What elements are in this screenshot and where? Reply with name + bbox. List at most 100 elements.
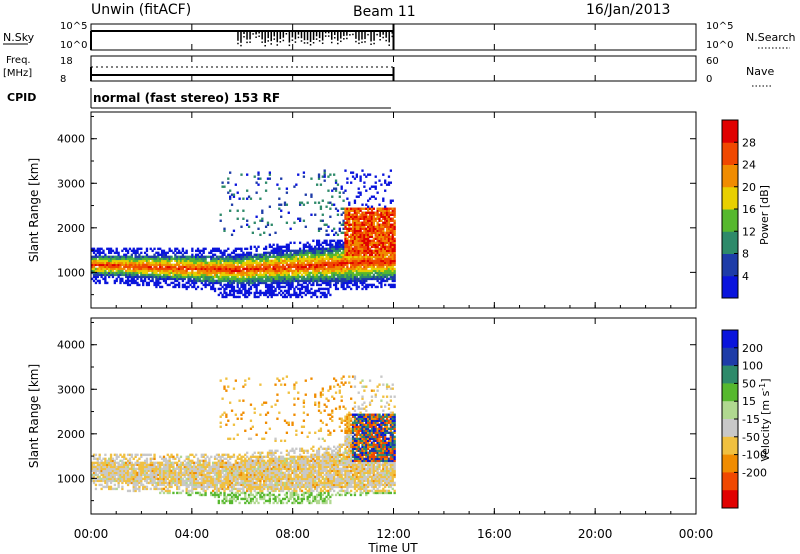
heatmap-cell: [306, 267, 309, 271]
heatmap-cell: [300, 285, 304, 289]
heatmap-cell: [221, 271, 224, 275]
heatmap-cell: [365, 265, 368, 269]
heatmap-cell: [126, 461, 130, 465]
heatmap-cell: [249, 257, 253, 261]
heatmap-cell: [333, 253, 336, 257]
heatmap-cell: [185, 487, 188, 491]
heatmap-cell: [181, 279, 185, 283]
heatmap-cell: [315, 253, 319, 257]
heatmap-cell: [310, 271, 313, 275]
heatmap-cell: [232, 473, 236, 477]
heatmap-cell: [370, 185, 374, 188]
heatmap-cell: [96, 259, 99, 263]
heatmap-cell: [338, 277, 341, 281]
heatmap-cell: [149, 481, 152, 485]
heatmap-cell: [389, 169, 393, 172]
heatmap-cell: [143, 279, 147, 283]
heatmap-cell: [355, 211, 358, 214]
heatmap-cell: [126, 265, 130, 269]
heatmap-cell: [308, 289, 311, 293]
heatmap-cell: [342, 267, 345, 271]
heatmap-cell: [285, 277, 289, 281]
heatmap-cell: [204, 489, 207, 493]
heatmap-cell: [232, 271, 236, 275]
heatmap-cell: [117, 477, 120, 481]
heatmap-cell: [136, 467, 139, 471]
heatmap-cell: [387, 209, 391, 212]
heatmap-cell: [219, 275, 222, 279]
heatmap-cell: [219, 425, 222, 428]
heatmap-cell: [391, 275, 394, 279]
heatmap-cell: [357, 279, 360, 283]
heatmap-cell: [132, 473, 135, 477]
heatmap-cell: [278, 261, 281, 265]
heatmap-cell: [393, 255, 396, 259]
heatmap-cell: [223, 489, 226, 493]
freq-tick-high: 18: [60, 56, 73, 67]
heatmap-cell: [266, 295, 270, 299]
heatmap-cell: [198, 261, 202, 265]
heatmap-cell: [291, 275, 294, 279]
heatmap-cell: [227, 465, 230, 469]
heatmap-cell: [308, 259, 311, 263]
heatmap-cell: [378, 251, 381, 255]
heatmap-cell: [126, 469, 130, 473]
heatmap-cell: [298, 271, 302, 275]
heatmap-cell: [317, 249, 321, 253]
heatmap-cell: [246, 269, 249, 273]
heatmap-cell: [342, 223, 345, 226]
heatmap-cell: [238, 197, 241, 200]
heatmap-cell: [384, 233, 387, 237]
heatmap-cell: [155, 487, 158, 491]
heatmap-cell: [217, 275, 220, 279]
heatmap-cell: [361, 261, 364, 265]
heatmap-cell: [251, 265, 254, 269]
heatmap-cell: [327, 243, 330, 247]
heatmap-cell: [187, 261, 190, 265]
heatmap-cell: [304, 263, 307, 267]
heatmap-cell: [174, 283, 177, 287]
heatmap-cell: [274, 287, 277, 291]
heatmap-cell: [185, 483, 188, 487]
heatmap-cell: [264, 225, 268, 228]
heatmap-cell: [151, 269, 154, 273]
heatmap-cell: [117, 265, 120, 269]
heatmap-cell: [179, 471, 183, 475]
heatmap-cell: [94, 275, 98, 279]
heatmap-cell: [229, 195, 232, 198]
heatmap-cell: [230, 455, 234, 459]
heatmap-cell: [185, 261, 188, 265]
heatmap-cell: [196, 255, 200, 259]
heatmap-cell: [230, 283, 234, 287]
heatmap-cell: [193, 465, 196, 469]
heatmap-cell: [389, 229, 393, 233]
heatmap-cell: [185, 461, 188, 465]
heatmap-cell: [287, 253, 290, 257]
heatmap-cell: [351, 241, 355, 245]
heatmap-cell: [257, 245, 260, 249]
heatmap-cell: [159, 263, 162, 267]
heatmap-cell: [94, 255, 98, 259]
heatmap-cell: [109, 457, 113, 461]
heatmap-cell: [321, 213, 324, 216]
heatmap-cell: [230, 203, 234, 206]
heatmap-cell: [108, 271, 111, 275]
heatmap-cell: [191, 483, 194, 487]
heatmap-cell: [221, 265, 224, 269]
heatmap-cell: [259, 253, 262, 257]
heatmap-cell: [298, 261, 302, 265]
heatmap-cell: [113, 279, 116, 283]
heatmap-cell: [340, 281, 343, 285]
heatmap-cell: [208, 283, 211, 287]
heatmap-cell: [376, 221, 379, 224]
heatmap-cell: [329, 275, 332, 279]
heatmap-cell: [153, 453, 156, 457]
heatmap-cell: [125, 475, 128, 479]
heatmap-cell: [247, 275, 251, 279]
heatmap-cell: [300, 201, 304, 204]
heatmap-cell: [240, 413, 243, 416]
heatmap-cell: [323, 175, 326, 178]
heatmap-cell: [108, 255, 111, 259]
heatmap-cell: [126, 481, 130, 485]
heatmap-cell: [236, 281, 239, 285]
